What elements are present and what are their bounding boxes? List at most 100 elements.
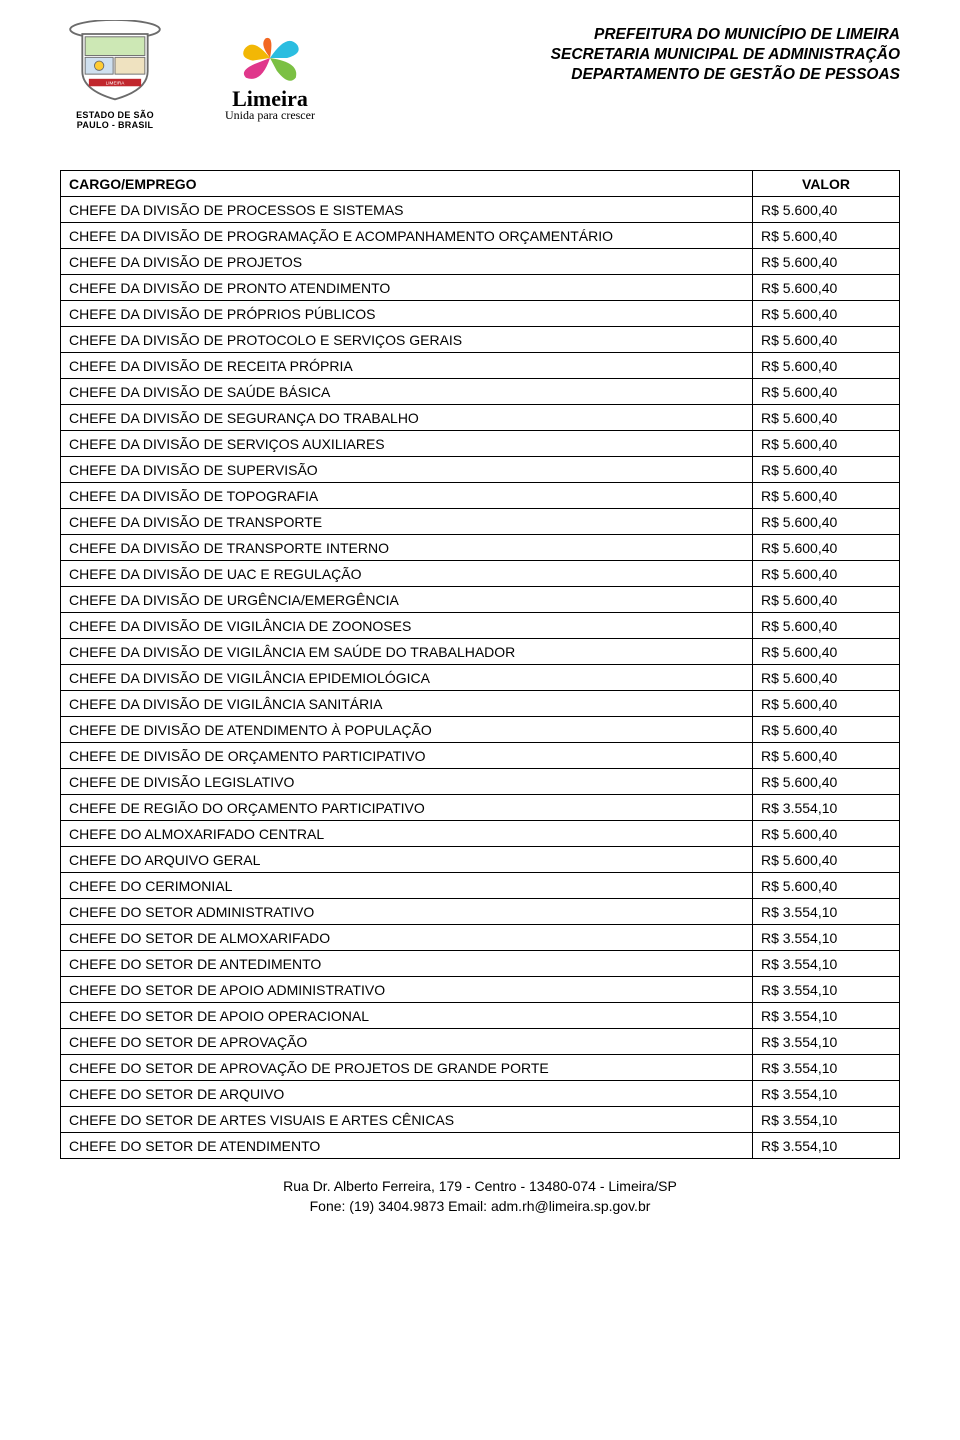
cell-valor: R$ 5.600,40 (753, 873, 900, 899)
cell-cargo: CHEFE DA DIVISÃO DE PRÓPRIOS PÚBLICOS (61, 301, 753, 327)
cell-cargo: CHEFE DA DIVISÃO DE PROJETOS (61, 249, 753, 275)
cell-valor: R$ 5.600,40 (753, 223, 900, 249)
cell-cargo: CHEFE DA DIVISÃO DE UAC E REGULAÇÃO (61, 561, 753, 587)
cell-valor: R$ 3.554,10 (753, 977, 900, 1003)
cell-valor: R$ 5.600,40 (753, 509, 900, 535)
table-row: CHEFE DA DIVISÃO DE URGÊNCIA/EMERGÊNCIAR… (61, 587, 900, 613)
cell-valor: R$ 5.600,40 (753, 197, 900, 223)
cell-valor: R$ 5.600,40 (753, 613, 900, 639)
cell-cargo: CHEFE DA DIVISÃO DE SUPERVISÃO (61, 457, 753, 483)
header-line-1: PREFEITURA DO MUNICÍPIO DE LIMEIRA (355, 25, 900, 45)
table-row: CHEFE DA DIVISÃO DE VIGILÂNCIA EM SAÚDE … (61, 639, 900, 665)
cell-valor: R$ 5.600,40 (753, 483, 900, 509)
table-row: CHEFE DA DIVISÃO DE SEGURANÇA DO TRABALH… (61, 405, 900, 431)
cell-valor: R$ 5.600,40 (753, 275, 900, 301)
cell-valor: R$ 3.554,10 (753, 925, 900, 951)
cell-valor: R$ 5.600,40 (753, 821, 900, 847)
table-row: CHEFE DA DIVISÃO DE SERVIÇOS AUXILIARESR… (61, 431, 900, 457)
page-footer: Rua Dr. Alberto Ferreira, 179 - Centro -… (60, 1177, 900, 1216)
cell-cargo: CHEFE DE DIVISÃO DE ORÇAMENTO PARTICIPAT… (61, 743, 753, 769)
cell-cargo: CHEFE DA DIVISÃO DE PROCESSOS E SISTEMAS (61, 197, 753, 223)
cell-cargo: CHEFE DA DIVISÃO DE VIGILÂNCIA EPIDEMIOL… (61, 665, 753, 691)
cell-valor: R$ 3.554,10 (753, 795, 900, 821)
cell-valor: R$ 3.554,10 (753, 1081, 900, 1107)
table-row: CHEFE DO SETOR DE ANTEDIMENTOR$ 3.554,10 (61, 951, 900, 977)
cell-cargo: CHEFE DO SETOR DE ANTEDIMENTO (61, 951, 753, 977)
cell-valor: R$ 5.600,40 (753, 743, 900, 769)
table-row: CHEFE DA DIVISÃO DE SUPERVISÃOR$ 5.600,4… (61, 457, 900, 483)
cell-valor: R$ 3.554,10 (753, 1133, 900, 1159)
table-row: CHEFE DE DIVISÃO DE ORÇAMENTO PARTICIPAT… (61, 743, 900, 769)
cell-cargo: CHEFE DE DIVISÃO DE ATENDIMENTO À POPULA… (61, 717, 753, 743)
cell-cargo: CHEFE DA DIVISÃO DE VIGILÂNCIA SANITÁRIA (61, 691, 753, 717)
cell-cargo: CHEFE DA DIVISÃO DE TRANSPORTE (61, 509, 753, 535)
cell-valor: R$ 5.600,40 (753, 301, 900, 327)
table-row: CHEFE DO SETOR DE APROVAÇÃOR$ 3.554,10 (61, 1029, 900, 1055)
col-cargo: CARGO/EMPREGO (61, 171, 753, 197)
table-row: CHEFE DA DIVISÃO DE PROGRAMAÇÃO E ACOMPA… (61, 223, 900, 249)
cell-cargo: CHEFE DA DIVISÃO DE TRANSPORTE INTERNO (61, 535, 753, 561)
cell-valor: R$ 3.554,10 (753, 1003, 900, 1029)
table-row: CHEFE DA DIVISÃO DE TRANSPORTE INTERNOR$… (61, 535, 900, 561)
col-valor: VALOR (753, 171, 900, 197)
cell-valor: R$ 5.600,40 (753, 249, 900, 275)
table-row: CHEFE DA DIVISÃO DE PROJETOSR$ 5.600,40 (61, 249, 900, 275)
cell-cargo: CHEFE DO SETOR DE ARQUIVO (61, 1081, 753, 1107)
cargo-table: CARGO/EMPREGO VALOR CHEFE DA DIVISÃO DE … (60, 170, 900, 1159)
table-row: CHEFE DO SETOR DE ATENDIMENTOR$ 3.554,10 (61, 1133, 900, 1159)
document-page: LIMEIRA ESTADO DE SÃO PAULO - BRASIL Lim… (0, 0, 960, 1440)
cell-cargo: CHEFE DA DIVISÃO DE PROTOCOLO E SERVIÇOS… (61, 327, 753, 353)
header-line-3: DEPARTAMENTO DE GESTÃO DE PESSOAS (355, 65, 900, 85)
cell-cargo: CHEFE DO SETOR DE ATENDIMENTO (61, 1133, 753, 1159)
city-logo: Limeira Unida para crescer (185, 20, 355, 130)
cell-cargo: CHEFE DA DIVISÃO DE VIGILÂNCIA DE ZOONOS… (61, 613, 753, 639)
cell-cargo: CHEFE DO SETOR DE APOIO ADMINISTRATIVO (61, 977, 753, 1003)
table-row: CHEFE DA DIVISÃO DE PRÓPRIOS PÚBLICOSR$ … (61, 301, 900, 327)
cell-valor: R$ 3.554,10 (753, 951, 900, 977)
table-row: CHEFE DA DIVISÃO DE UAC E REGULAÇÃOR$ 5.… (61, 561, 900, 587)
cell-valor: R$ 5.600,40 (753, 353, 900, 379)
cell-cargo: CHEFE DO ALMOXARIFADO CENTRAL (61, 821, 753, 847)
cell-valor: R$ 5.600,40 (753, 587, 900, 613)
table-row: CHEFE DA DIVISÃO DE VIGILÂNCIA EPIDEMIOL… (61, 665, 900, 691)
table-row: CHEFE DA DIVISÃO DE VIGILÂNCIA DE ZOONOS… (61, 613, 900, 639)
table-row: CHEFE DE REGIÃO DO ORÇAMENTO PARTICIPATI… (61, 795, 900, 821)
cell-valor: R$ 5.600,40 (753, 665, 900, 691)
table-row: CHEFE DA DIVISÃO DE TOPOGRAFIAR$ 5.600,4… (61, 483, 900, 509)
header-line-2: SECRETARIA MUNICIPAL DE ADMINISTRAÇÃO (355, 45, 900, 65)
cell-valor: R$ 5.600,40 (753, 769, 900, 795)
cell-valor: R$ 5.600,40 (753, 717, 900, 743)
table-row: CHEFE DE DIVISÃO DE ATENDIMENTO À POPULA… (61, 717, 900, 743)
cell-cargo: CHEFE DO SETOR DE ARTES VISUAIS E ARTES … (61, 1107, 753, 1133)
table-row: CHEFE DO ARQUIVO GERALR$ 5.600,40 (61, 847, 900, 873)
city-logo-tagline: Unida para crescer (225, 108, 315, 123)
cell-cargo: CHEFE DO ARQUIVO GERAL (61, 847, 753, 873)
table-row: CHEFE DO SETOR DE ARQUIVOR$ 3.554,10 (61, 1081, 900, 1107)
cell-cargo: CHEFE DA DIVISÃO DE TOPOGRAFIA (61, 483, 753, 509)
cell-valor: R$ 5.600,40 (753, 847, 900, 873)
table-row: CHEFE DA DIVISÃO DE PROTOCOLO E SERVIÇOS… (61, 327, 900, 353)
cell-cargo: CHEFE DO SETOR DE ALMOXARIFADO (61, 925, 753, 951)
cell-cargo: CHEFE DO SETOR DE APOIO OPERACIONAL (61, 1003, 753, 1029)
cell-valor: R$ 5.600,40 (753, 691, 900, 717)
header-titles: PREFEITURA DO MUNICÍPIO DE LIMEIRA SECRE… (355, 20, 900, 85)
cell-cargo: CHEFE DO SETOR DE APROVAÇÃO DE PROJETOS … (61, 1055, 753, 1081)
table-row: CHEFE DA DIVISÃO DE VIGILÂNCIA SANITÁRIA… (61, 691, 900, 717)
table-row: CHEFE DO SETOR DE APOIO OPERACIONALR$ 3.… (61, 1003, 900, 1029)
cell-valor: R$ 3.554,10 (753, 1055, 900, 1081)
table-row: CHEFE DO SETOR DE APROVAÇÃO DE PROJETOS … (61, 1055, 900, 1081)
table-row: CHEFE DO CERIMONIALR$ 5.600,40 (61, 873, 900, 899)
cell-valor: R$ 5.600,40 (753, 457, 900, 483)
cell-valor: R$ 5.600,40 (753, 327, 900, 353)
cell-cargo: CHEFE DA DIVISÃO DE PROGRAMAÇÃO E ACOMPA… (61, 223, 753, 249)
table-row: CHEFE DO SETOR DE ARTES VISUAIS E ARTES … (61, 1107, 900, 1133)
cell-valor: R$ 5.600,40 (753, 405, 900, 431)
cell-cargo: CHEFE DO CERIMONIAL (61, 873, 753, 899)
swirl-icon (225, 28, 315, 88)
cell-cargo: CHEFE DO SETOR DE APROVAÇÃO (61, 1029, 753, 1055)
table-row: CHEFE DA DIVISÃO DE TRANSPORTER$ 5.600,4… (61, 509, 900, 535)
cell-cargo: CHEFE DA DIVISÃO DE PRONTO ATENDIMENTO (61, 275, 753, 301)
cell-valor: R$ 3.554,10 (753, 1029, 900, 1055)
municipal-shield-logo: LIMEIRA ESTADO DE SÃO PAULO - BRASIL (60, 20, 170, 130)
footer-address: Rua Dr. Alberto Ferreira, 179 - Centro -… (60, 1177, 900, 1197)
